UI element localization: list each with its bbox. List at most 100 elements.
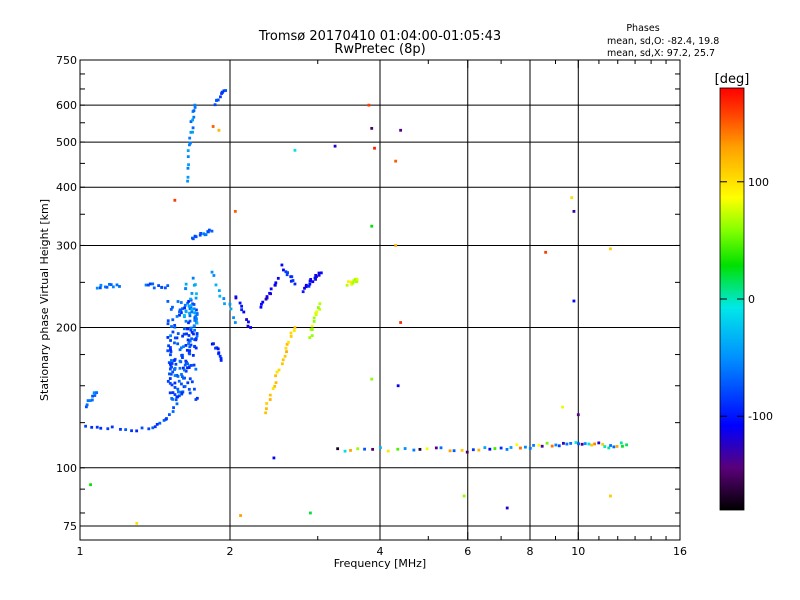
scatter-point xyxy=(89,483,92,487)
trace-point xyxy=(118,285,121,288)
trace-point xyxy=(477,448,481,452)
cluster-point xyxy=(182,332,186,336)
trace-point xyxy=(317,273,321,277)
trace-point xyxy=(524,445,527,449)
cluster-point xyxy=(172,359,176,362)
cluster-point xyxy=(186,381,190,385)
trace-point xyxy=(386,449,390,453)
scatter-point xyxy=(333,144,337,148)
scatter-point xyxy=(173,198,177,202)
cluster-point xyxy=(183,306,187,310)
cluster-point xyxy=(168,381,172,385)
trace-point xyxy=(202,232,205,236)
cluster-point xyxy=(181,366,185,370)
trace-point xyxy=(147,427,151,431)
trace-point xyxy=(499,446,503,450)
trace-point xyxy=(124,428,128,432)
cluster-point xyxy=(187,342,190,345)
trace-point xyxy=(280,263,284,267)
trace-point xyxy=(90,425,94,429)
trace-point xyxy=(289,331,293,335)
cluster-point xyxy=(187,334,191,337)
colorbar-tick-label: -100 xyxy=(748,410,773,423)
scatter-point xyxy=(572,299,576,303)
trace-point xyxy=(550,444,554,448)
trace-point xyxy=(240,304,244,308)
cluster-point xyxy=(187,299,191,303)
cluster-point xyxy=(170,362,174,365)
cluster-point xyxy=(189,326,193,330)
trace-point xyxy=(91,394,94,398)
trace-point xyxy=(216,347,220,351)
cluster-point xyxy=(188,311,191,315)
trace-point xyxy=(281,362,284,366)
scatter-point xyxy=(367,103,371,107)
trace-point xyxy=(218,294,222,298)
trace-point xyxy=(111,285,115,289)
cluster-point xyxy=(180,375,184,379)
trace-point xyxy=(289,279,293,283)
cluster-point xyxy=(169,348,172,352)
y-tick-label: 600 xyxy=(56,99,77,112)
scatter-point xyxy=(239,514,242,517)
trace-point xyxy=(188,349,192,353)
trace-point xyxy=(95,286,99,290)
cluster-point xyxy=(180,373,183,376)
x-tick-label: 4 xyxy=(377,545,384,558)
trace-point xyxy=(285,350,288,354)
y-tick-label: 100 xyxy=(56,462,77,475)
trace-point xyxy=(213,103,217,107)
trace-point xyxy=(85,403,89,407)
scatter-point xyxy=(544,250,548,254)
cluster-point xyxy=(188,339,192,343)
cluster-point xyxy=(176,300,180,303)
trace-point xyxy=(193,316,197,320)
trace-point xyxy=(207,228,211,232)
cluster-point xyxy=(179,346,183,350)
x-tick-label: 10 xyxy=(571,545,585,558)
trace-point xyxy=(220,90,224,94)
scatter-point xyxy=(462,494,466,498)
trace-point xyxy=(439,446,443,450)
trace-point xyxy=(291,279,295,282)
cluster-point xyxy=(192,307,196,311)
trace-point xyxy=(86,399,90,403)
cluster-point xyxy=(188,377,192,381)
trace-point xyxy=(315,275,318,279)
cluster-point xyxy=(193,328,196,332)
trace-point xyxy=(403,447,407,450)
trace-point xyxy=(315,310,319,314)
trace-point xyxy=(371,447,375,451)
trace-point xyxy=(191,126,195,130)
trace-point xyxy=(88,399,92,402)
cluster-point xyxy=(189,304,193,307)
cluster-point xyxy=(175,373,179,377)
trace-point xyxy=(587,442,591,446)
trace-point xyxy=(319,271,323,275)
y-tick-label: 300 xyxy=(56,239,77,252)
trace-point xyxy=(146,283,150,287)
cluster-point xyxy=(178,313,181,317)
trace-point xyxy=(219,357,223,360)
cluster-point xyxy=(169,339,172,342)
trace-point xyxy=(347,280,350,284)
trace-point xyxy=(532,444,535,447)
scatter-point xyxy=(211,125,215,128)
trace-point xyxy=(269,292,272,296)
trace-point xyxy=(245,318,248,321)
trace-point xyxy=(191,130,194,134)
cluster-point xyxy=(176,390,180,394)
trace-point xyxy=(130,429,133,433)
phase-stats-o: mean, sd,O: -82.4, 19.8 xyxy=(607,36,719,47)
trace-point xyxy=(336,447,340,451)
scatter-point xyxy=(609,247,612,251)
trace-point xyxy=(309,278,313,281)
cluster-point xyxy=(194,398,198,401)
trace-point xyxy=(215,99,218,102)
trace-point xyxy=(425,447,429,451)
cluster-point xyxy=(188,307,192,311)
trace-point xyxy=(198,233,202,237)
cluster-point xyxy=(168,367,172,371)
cluster-point xyxy=(183,376,187,380)
trace-point xyxy=(308,336,312,339)
